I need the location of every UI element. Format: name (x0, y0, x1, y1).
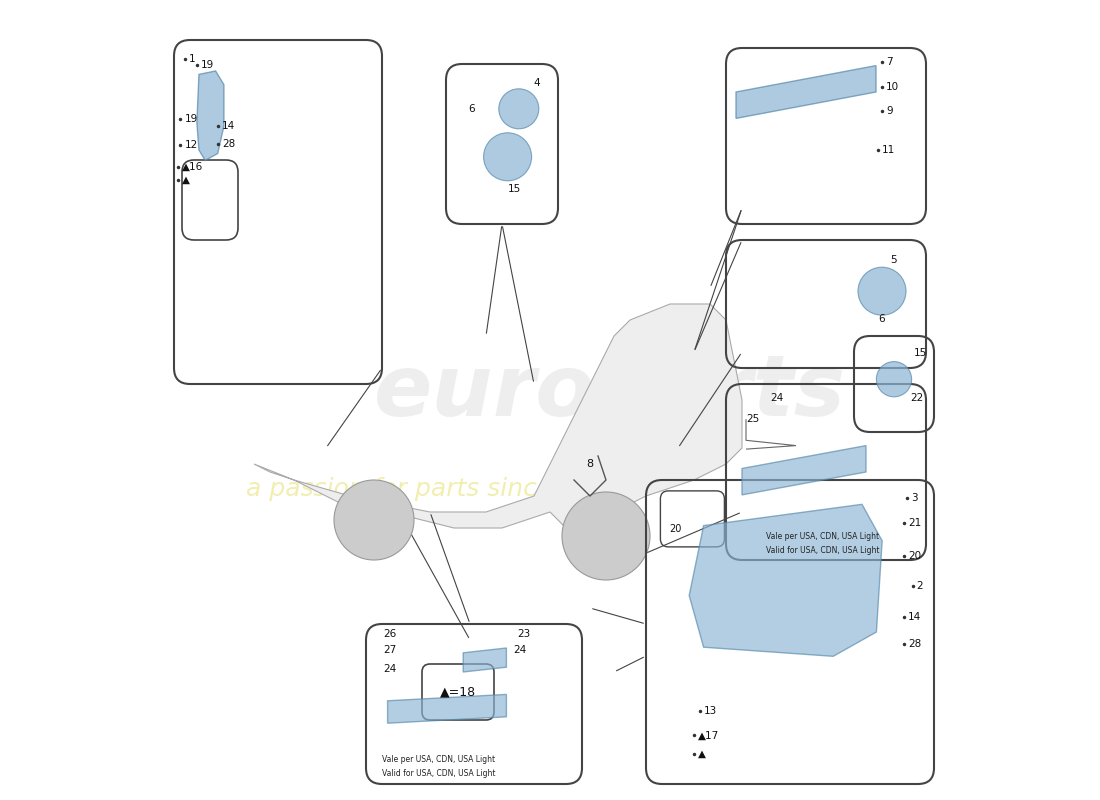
Text: ▲: ▲ (697, 749, 706, 758)
Polygon shape (387, 694, 506, 723)
Text: 25: 25 (746, 414, 759, 424)
Text: 20: 20 (909, 551, 921, 561)
Text: 12: 12 (185, 140, 198, 150)
Text: ▲16: ▲16 (183, 162, 204, 171)
Text: 21: 21 (909, 518, 922, 527)
Text: 23: 23 (517, 629, 530, 638)
Text: 6: 6 (878, 314, 884, 324)
Text: 19: 19 (185, 114, 198, 124)
Text: a passion for parts since 1985: a passion for parts since 1985 (246, 477, 624, 501)
Text: 28: 28 (222, 138, 235, 149)
Text: 15: 15 (914, 348, 927, 358)
Text: 24: 24 (383, 664, 396, 674)
Text: 10: 10 (886, 82, 899, 92)
Text: Vale per USA, CDN, USA Light: Vale per USA, CDN, USA Light (382, 754, 495, 763)
Text: ▲: ▲ (183, 175, 190, 185)
Text: 9: 9 (886, 106, 892, 116)
Text: 3: 3 (911, 494, 917, 503)
Text: 6: 6 (469, 104, 475, 114)
Text: 1: 1 (188, 54, 195, 64)
Text: 28: 28 (909, 639, 922, 649)
Circle shape (858, 267, 906, 315)
Polygon shape (736, 66, 876, 118)
Text: 7: 7 (886, 57, 892, 67)
Text: 24: 24 (513, 645, 526, 654)
Text: ▲=18: ▲=18 (440, 686, 476, 698)
Text: 4: 4 (534, 78, 540, 88)
Text: 22: 22 (910, 393, 923, 403)
Text: Valid for USA, CDN, USA Light: Valid for USA, CDN, USA Light (766, 546, 880, 555)
Text: Valid for USA, CDN, USA Light: Valid for USA, CDN, USA Light (382, 769, 495, 778)
Polygon shape (742, 446, 866, 495)
Text: 2: 2 (916, 582, 923, 591)
Polygon shape (197, 71, 224, 160)
Text: euroParts: euroParts (374, 351, 846, 434)
Text: 19: 19 (201, 60, 214, 70)
Text: 27: 27 (383, 645, 396, 654)
Text: 13: 13 (704, 706, 717, 716)
Circle shape (877, 362, 912, 397)
Text: 24: 24 (770, 393, 783, 403)
Text: 5: 5 (890, 255, 896, 266)
Text: 14: 14 (909, 612, 922, 622)
Text: Vale per USA, CDN, USA Light: Vale per USA, CDN, USA Light (766, 532, 879, 541)
Text: 14: 14 (222, 121, 235, 131)
Circle shape (484, 133, 531, 181)
Text: 26: 26 (383, 629, 396, 638)
Text: 20: 20 (669, 524, 681, 534)
Text: 8: 8 (586, 459, 593, 469)
Text: ▲17: ▲17 (697, 730, 719, 740)
Polygon shape (463, 648, 506, 672)
Circle shape (562, 492, 650, 580)
Text: 15: 15 (507, 184, 521, 194)
Polygon shape (254, 304, 743, 528)
Circle shape (334, 480, 414, 560)
Circle shape (498, 89, 539, 129)
Polygon shape (690, 504, 882, 656)
Text: 11: 11 (882, 145, 895, 155)
